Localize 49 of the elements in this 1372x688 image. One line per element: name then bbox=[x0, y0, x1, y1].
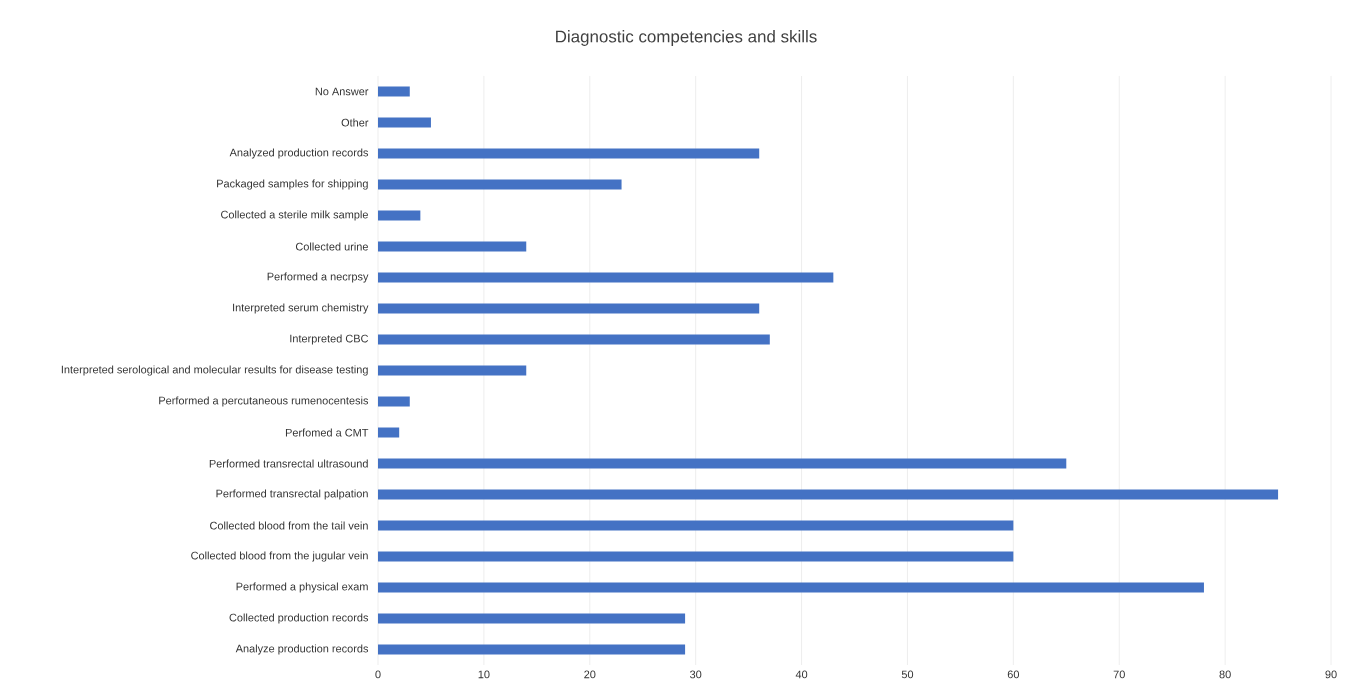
y-tick-label: Performed transrectal palpation bbox=[216, 489, 368, 500]
x-tick-label: 50 bbox=[901, 670, 914, 679]
bar bbox=[378, 210, 421, 221]
bar bbox=[378, 272, 834, 283]
y-tick-label: Collected blood from the tail vein bbox=[210, 521, 368, 530]
y-tick-label: Collected urine bbox=[295, 242, 368, 251]
y-tick-label: Performed a necrpsy bbox=[267, 272, 369, 283]
bar bbox=[378, 644, 686, 655]
bar bbox=[378, 458, 1067, 469]
y-tick-label: No Answer bbox=[315, 87, 369, 96]
y-tick-label: Performed a physical exam bbox=[236, 582, 368, 593]
x-tick-label: 0 bbox=[375, 670, 381, 679]
bar bbox=[378, 148, 760, 159]
x-tick-label: 80 bbox=[1219, 670, 1231, 679]
y-tick-label: Analyzed production records bbox=[229, 148, 369, 159]
bar bbox=[378, 179, 622, 190]
x-tick-label: 40 bbox=[795, 670, 808, 679]
x-tick-label: 90 bbox=[1325, 670, 1337, 679]
y-tick-label: Collected a sterile milk sample bbox=[221, 210, 368, 221]
bar bbox=[378, 520, 1014, 531]
chart-title: Diagnostic competencies and skills bbox=[556, 30, 817, 46]
y-tick-label: Analyze production records bbox=[235, 644, 369, 655]
y-tick-label: Collected production records bbox=[229, 613, 369, 624]
y-tick-label: Perfomed a CMT bbox=[285, 428, 369, 437]
y-tick-label: Performed a percutaneous rumenocentesis bbox=[159, 396, 369, 407]
bar bbox=[378, 117, 431, 128]
x-tick-label: 30 bbox=[690, 670, 702, 679]
x-tick-label: 20 bbox=[584, 670, 596, 679]
bar bbox=[378, 613, 686, 624]
y-tick-label: Other bbox=[341, 118, 369, 127]
y-tick-label: Packaged samples for shipping bbox=[217, 179, 368, 190]
bar bbox=[378, 241, 527, 252]
bar bbox=[378, 489, 1279, 500]
bar bbox=[378, 303, 760, 314]
y-tick-label: Interpreted serum chemistry bbox=[233, 303, 369, 314]
y-tick-label: Collected blood from the jugular vein bbox=[191, 551, 368, 562]
bar bbox=[378, 427, 400, 438]
bar bbox=[378, 551, 1014, 562]
y-tick-label: Interpreted serological and molecular results for disease testing bbox=[61, 365, 368, 376]
bar bbox=[378, 396, 410, 407]
bar bbox=[378, 86, 410, 97]
y-tick-label: Performed transrectal ultrasound bbox=[209, 459, 368, 468]
x-tick-label: 10 bbox=[478, 670, 490, 679]
bar bbox=[378, 582, 1204, 593]
x-tick-label: 70 bbox=[1113, 670, 1125, 679]
bar bbox=[378, 365, 527, 376]
bar bbox=[378, 334, 770, 345]
x-tick-label: 60 bbox=[1007, 670, 1020, 679]
y-tick-label: Interpreted CBC bbox=[290, 334, 369, 345]
